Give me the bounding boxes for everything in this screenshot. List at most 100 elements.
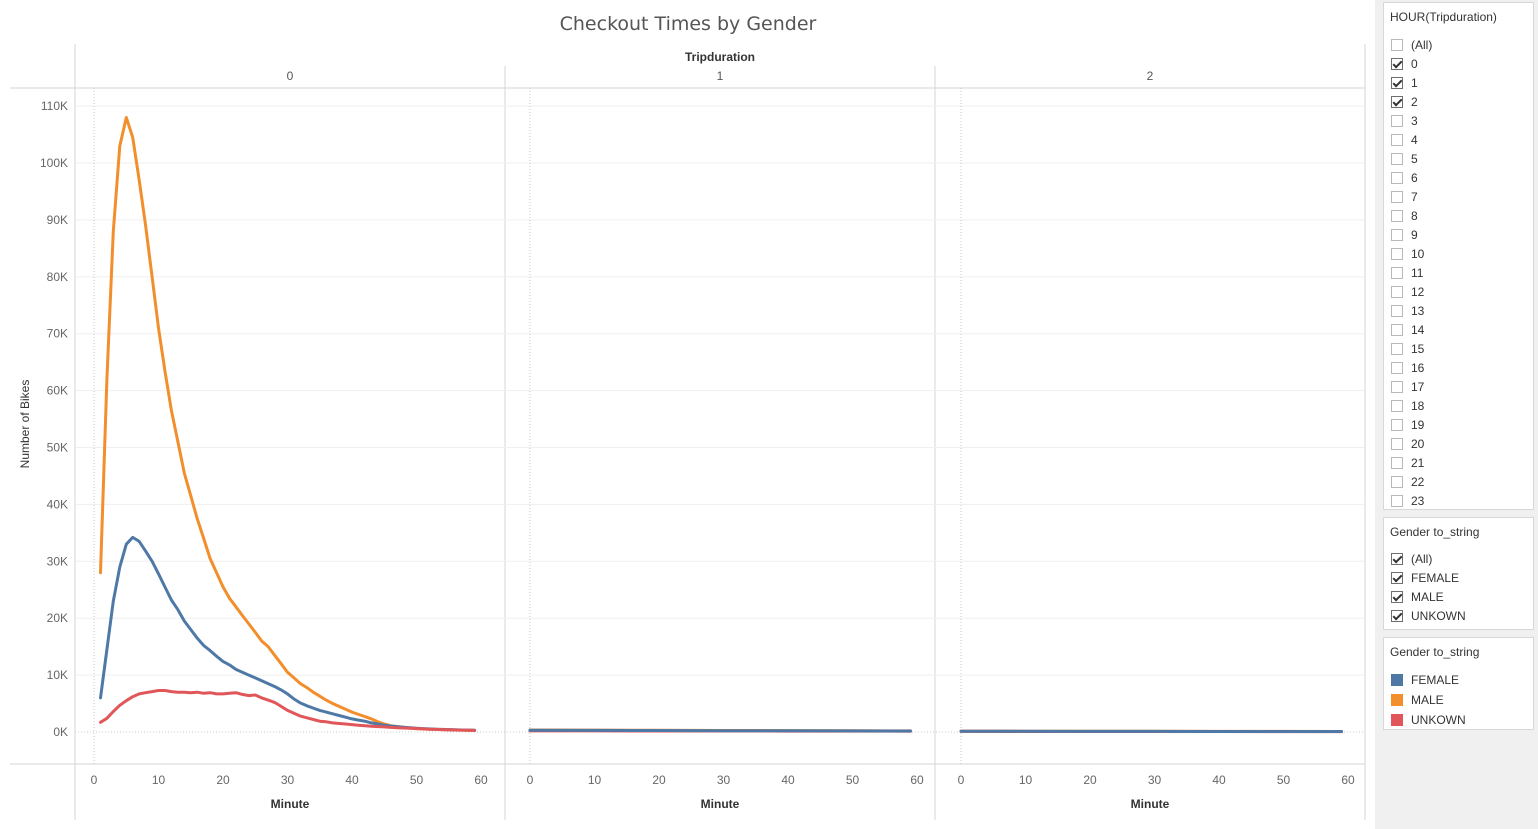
gender-filter-item[interactable]: UNKOWN (1384, 606, 1533, 625)
hour-filter-checkbox[interactable] (1391, 342, 1403, 355)
hour-filter-checkbox[interactable] (1391, 114, 1403, 127)
hour-filter-label: 8 (1411, 208, 1418, 223)
y-axis-title: Number of Bikes (18, 380, 32, 469)
hour-filter-item[interactable]: 16 (1384, 358, 1533, 377)
hour-filter-checkbox[interactable] (1391, 304, 1403, 317)
hour-filter-checkbox[interactable] (1391, 266, 1403, 279)
legend-label: FEMALE (1411, 673, 1460, 687)
hour-filter-label: 11 (1411, 265, 1424, 280)
x-tick-label: 30 (717, 773, 731, 787)
legend-item[interactable]: FEMALE (1384, 670, 1533, 690)
hour-filter-item[interactable]: 10 (1384, 244, 1533, 263)
hour-filter-label: 9 (1411, 227, 1418, 242)
hour-filter-checkbox[interactable] (1391, 247, 1403, 260)
x-tick-label: 50 (410, 773, 424, 787)
gender-filter-item[interactable]: MALE (1384, 587, 1533, 606)
x-tick-label: 0 (527, 773, 534, 787)
gender-filter-checkbox[interactable] (1391, 590, 1403, 603)
hour-filter-item[interactable]: 22 (1384, 472, 1533, 491)
hour-filter-label: 14 (1411, 322, 1425, 337)
hour-filter-label: 3 (1411, 113, 1418, 128)
hour-filter-item[interactable]: 12 (1384, 282, 1533, 301)
hour-filter-checkbox[interactable] (1391, 456, 1403, 469)
series-line-female (99, 535, 477, 732)
hour-filter-checkbox[interactable] (1391, 380, 1403, 393)
hour-filter-item[interactable]: 19 (1384, 415, 1533, 434)
hour-filter-label: 6 (1411, 170, 1418, 185)
hour-filter-item[interactable]: 2 (1384, 92, 1533, 111)
hour-filter-label: 12 (1411, 284, 1425, 299)
hour-filter-checkbox[interactable] (1391, 228, 1403, 241)
hour-filter-item[interactable]: 6 (1384, 168, 1533, 187)
hour-filter-checkbox[interactable] (1391, 57, 1403, 70)
x-tick-label: 60 (910, 773, 924, 787)
hour-filter-checkbox[interactable] (1391, 209, 1403, 222)
legend-label: MALE (1411, 693, 1444, 707)
hour-filter-item[interactable]: 15 (1384, 339, 1533, 358)
hour-filter-checkbox[interactable] (1391, 133, 1403, 146)
hour-filter-item[interactable]: 1 (1384, 73, 1533, 92)
hour-filter-item[interactable]: 13 (1384, 301, 1533, 320)
x-axis-title: Minute (271, 797, 310, 811)
y-tick-label: 80K (47, 270, 68, 284)
hour-filter-item[interactable]: 21 (1384, 453, 1533, 472)
x-tick-label: 30 (281, 773, 295, 787)
hour-filter-label: (All) (1411, 37, 1433, 52)
hour-filter-checkbox[interactable] (1391, 494, 1403, 507)
hour-filter-item[interactable]: (All) (1384, 35, 1533, 54)
hour-filter-label: 7 (1411, 189, 1418, 204)
legend-swatch (1391, 674, 1403, 686)
hour-filter-item[interactable]: 11 (1384, 263, 1533, 282)
y-tick-label: 100K (40, 156, 68, 170)
hour-filter-label: 17 (1411, 379, 1425, 394)
hour-filter-label: 0 (1411, 56, 1418, 71)
gender-filter-checkbox[interactable] (1391, 571, 1403, 584)
hour-filter-label: 19 (1411, 417, 1425, 432)
x-tick-label: 0 (958, 773, 965, 787)
hour-filter-item[interactable]: 18 (1384, 396, 1533, 415)
hour-filter-checkbox[interactable] (1391, 76, 1403, 89)
y-tick-label: 50K (47, 441, 68, 455)
hour-filter-checkbox[interactable] (1391, 323, 1403, 336)
series-line-unkown (99, 689, 477, 732)
hour-filter-checkbox[interactable] (1391, 285, 1403, 298)
hour-filter-checkbox[interactable] (1391, 190, 1403, 203)
hour-filter-item[interactable]: 5 (1384, 149, 1533, 168)
hour-filter-item[interactable]: 0 (1384, 54, 1533, 73)
hour-filter-item[interactable]: 14 (1384, 320, 1533, 339)
hour-filter-item[interactable]: 3 (1384, 111, 1533, 130)
hour-filter-checkbox[interactable] (1391, 361, 1403, 374)
hour-filter-checkbox[interactable] (1391, 437, 1403, 450)
pane-header-label: 1 (717, 69, 724, 83)
hour-filter-item[interactable]: 7 (1384, 187, 1533, 206)
hour-filter-checkbox[interactable] (1391, 171, 1403, 184)
hour-filter-item[interactable]: 17 (1384, 377, 1533, 396)
x-tick-label: 10 (588, 773, 602, 787)
hour-filter-checkbox[interactable] (1391, 95, 1403, 108)
gender-filter-checkbox[interactable] (1391, 609, 1403, 622)
hour-filter-item[interactable]: 8 (1384, 206, 1533, 225)
hour-filter-checkbox[interactable] (1391, 152, 1403, 165)
hour-filter-item[interactable]: 23 (1384, 491, 1533, 510)
gender-filter-item[interactable]: (All) (1384, 549, 1533, 568)
hour-filter-card: HOUR(Tripduration) (All) 0 1 2 3 4 5 6 7 8 9 10 11 12… (1383, 2, 1534, 510)
hour-filter-checkbox[interactable] (1391, 418, 1403, 431)
hour-filter-label: 2 (1411, 94, 1418, 109)
y-tick-label: 20K (47, 611, 68, 625)
line-chart: 0K 10K 20K 30K 40K 50K 60K 70K 80K 90K 100K 110K 0 0 1… (10, 13, 1366, 820)
hour-filter-item[interactable]: 20 (1384, 434, 1533, 453)
hour-filter-checkbox[interactable] (1391, 38, 1403, 51)
legend-item[interactable]: MALE (1384, 690, 1533, 710)
gender-filter-label: FEMALE (1411, 570, 1460, 585)
legend-item[interactable]: UNKOWN (1384, 710, 1533, 730)
hour-filter-checkbox[interactable] (1391, 475, 1403, 488)
x-tick-label: 40 (1212, 773, 1226, 787)
hour-filter-checkbox[interactable] (1391, 399, 1403, 412)
legend-label: UNKOWN (1411, 713, 1466, 727)
x-tick-label: 60 (1341, 773, 1355, 787)
gender-filter-checkbox[interactable] (1391, 552, 1403, 565)
x-tick-label: 40 (345, 773, 359, 787)
hour-filter-item[interactable]: 4 (1384, 130, 1533, 149)
gender-filter-item[interactable]: FEMALE (1384, 568, 1533, 587)
hour-filter-item[interactable]: 9 (1384, 225, 1533, 244)
